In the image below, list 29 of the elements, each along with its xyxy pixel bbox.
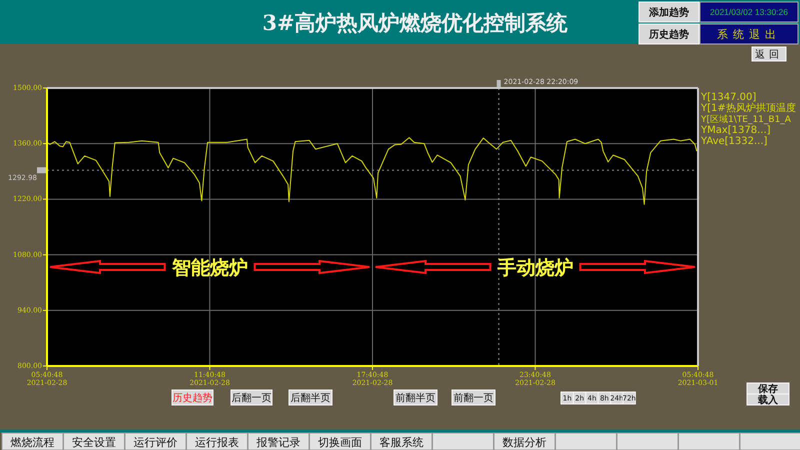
text: 历史趋势 (172, 392, 212, 404)
text: 运行评价 (134, 436, 178, 449)
text: 燃烧流程 (10, 436, 54, 449)
text: Y[1347.00] (700, 92, 756, 103)
text: Y[区域1\TE_11_B1_A (700, 114, 792, 125)
text: Y[1#热风炉拱顶温度 (700, 102, 796, 114)
annotation: 手动烧炉 (496, 257, 574, 279)
text: 安全设置 (72, 436, 116, 449)
text: 保存 (757, 383, 778, 396)
text: 数据分析 (502, 436, 546, 449)
text: 添加趋势 (648, 6, 689, 19)
text: 报警记录 (256, 436, 300, 449)
text: 切换画面 (318, 436, 362, 449)
text: 客服系统 (380, 436, 424, 449)
text: 后翻一页 (232, 392, 272, 404)
text: YMax[1378...] (700, 125, 771, 136)
chart-title: 3#高炉热风炉燃烧优化控制系统 (262, 10, 569, 35)
annotation: 智能烧炉 (170, 257, 248, 279)
text: YAve[1332...] (700, 136, 768, 147)
text: 后翻半页 (290, 392, 330, 404)
text: 前翻一页 (454, 392, 494, 404)
text: 历史趋势 (648, 28, 689, 41)
text: 系统退出 (717, 28, 781, 41)
line-series (46, 137, 698, 205)
text: 载入 (757, 394, 779, 406)
text: 2021/03/02 13:30:26 (710, 7, 788, 18)
text: 返回 (755, 48, 783, 61)
text: 运行报表 (195, 436, 239, 449)
text: 前翻半页 (396, 392, 436, 404)
